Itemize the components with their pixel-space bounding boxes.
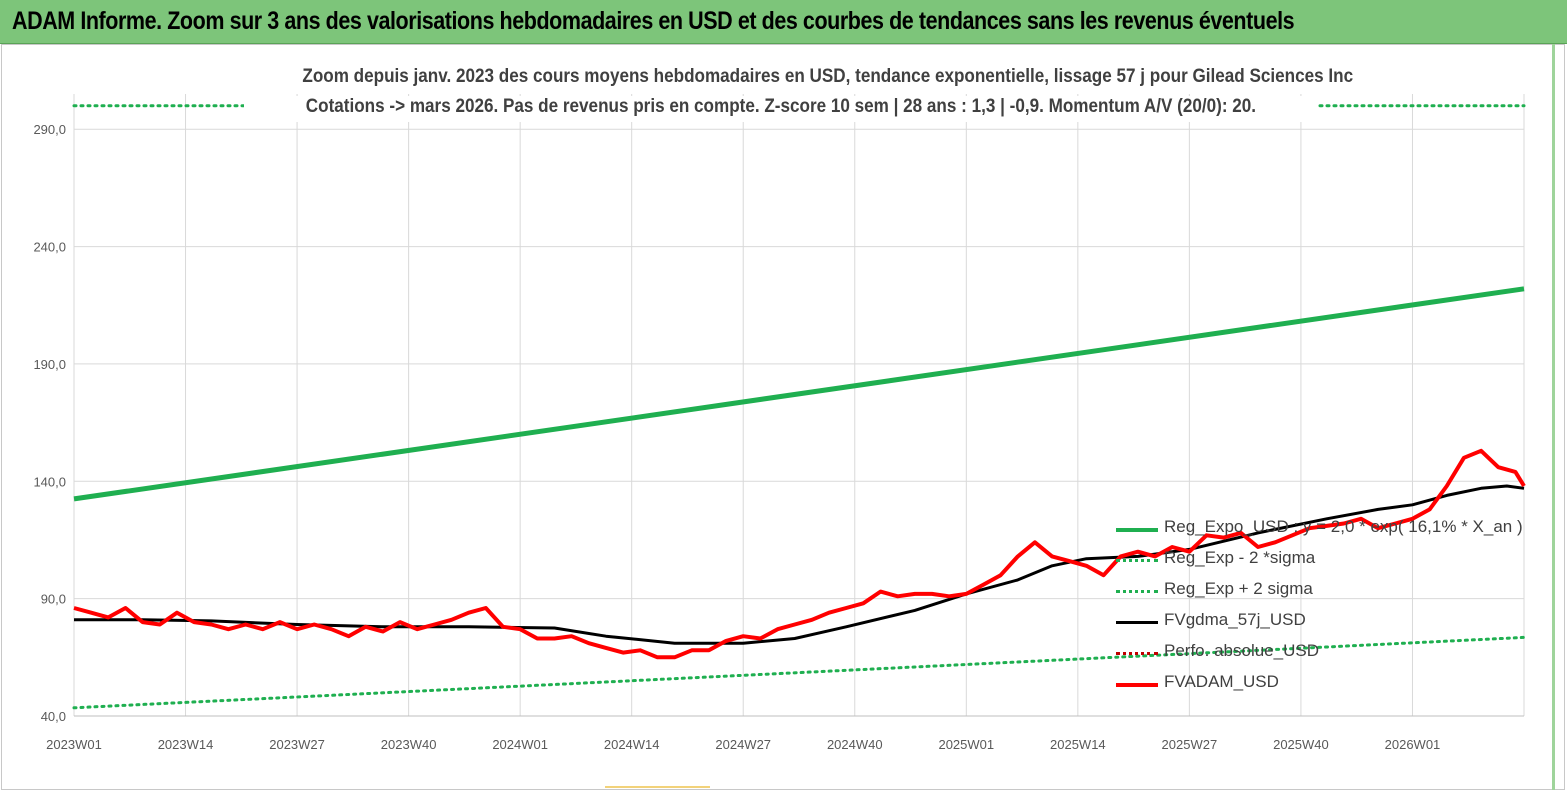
x-tick-label: 2026W01	[1385, 737, 1441, 752]
x-tick-label: 2024W14	[604, 737, 660, 752]
chart-subtitle-line2: Cotations -> mars 2026. Pas de revenus p…	[244, 96, 1318, 122]
x-tick-label: 2025W27	[1162, 737, 1218, 752]
x-tick-label: 2024W01	[492, 737, 548, 752]
legend-item: Reg_Exp - 2 *sigma	[1114, 545, 1514, 576]
chart-legend: Reg_Expo_USD : y = 2,0 * exp( 16,1% * X_…	[1114, 514, 1523, 700]
legend-item: Reg_Expo_USD : y = 2,0 * exp( 16,1% * X_…	[1114, 514, 1523, 545]
series-line-1	[72, 635, 1526, 710]
legend-swatch	[1116, 621, 1158, 624]
legend-swatch	[1116, 652, 1158, 655]
legend-item: FVgdma_57j_USD	[1114, 607, 1514, 638]
x-tick-label: 2023W27	[269, 737, 325, 752]
legend-item: FVADAM_USD	[1114, 669, 1514, 700]
grid-lines	[73, 94, 1525, 717]
legend-label: Perfo. absolue_USD	[1164, 641, 1319, 660]
x-tick-label: 2023W40	[381, 737, 437, 752]
bottom-mark	[605, 786, 710, 788]
x-tick-label: 2023W01	[46, 737, 102, 752]
series-line-0	[73, 286, 1525, 502]
chart-subtitle-line1: Zoom depuis janv. 2023 des cours moyens …	[244, 66, 1353, 92]
chart-frame	[1, 44, 1565, 790]
legend-label: FVADAM_USD	[1164, 672, 1279, 691]
legend-swatch	[1116, 683, 1158, 687]
frame-right-edge	[1552, 44, 1555, 790]
x-tick-label: 2024W27	[715, 737, 771, 752]
header-banner: ADAM Informe. Zoom sur 3 ans des valoris…	[0, 0, 1567, 44]
legend-label: Reg_Expo_USD : y = 2,0 * exp( 16,1% * X_…	[1164, 517, 1523, 536]
x-tick-label: 2025W14	[1050, 737, 1106, 752]
y-axis-ticks: 40,0 90,0 140,0 190,0 240,0 290,0	[33, 122, 66, 724]
y-tick-label: 290,0	[33, 122, 66, 137]
legend-label: FVgdma_57j_USD	[1164, 610, 1306, 629]
x-tick-label: 2023W14	[158, 737, 214, 752]
legend-item: Reg_Exp + 2 sigma	[1114, 576, 1514, 607]
x-tick-label: 2024W40	[827, 737, 883, 752]
legend-swatch	[1116, 528, 1158, 532]
y-tick-label: 140,0	[33, 474, 66, 489]
y-tick-label: 190,0	[33, 357, 66, 372]
legend-label: Reg_Exp - 2 *sigma	[1164, 548, 1316, 567]
legend-item: Perfo. absolue_USD	[1114, 638, 1514, 669]
legend-swatch	[1116, 559, 1158, 562]
y-tick-label: 240,0	[33, 240, 66, 255]
y-tick-label: 90,0	[41, 592, 66, 607]
legend-label: Reg_Exp + 2 sigma	[1164, 579, 1313, 598]
series-line-5	[73, 448, 1526, 660]
x-tick-label: 2025W40	[1273, 737, 1329, 752]
y-tick-label: 40,0	[41, 709, 66, 724]
series-lines	[72, 104, 1526, 710]
x-tick-label: 2025W01	[938, 737, 994, 752]
x-axis-ticks: 2023W01 2023W14 2023W27 2023W40 2024W01 2024W…	[46, 737, 1440, 752]
legend-swatch	[1116, 590, 1158, 593]
report-title: ADAM Informe. Zoom sur 3 ans des valoris…	[12, 7, 1295, 35]
